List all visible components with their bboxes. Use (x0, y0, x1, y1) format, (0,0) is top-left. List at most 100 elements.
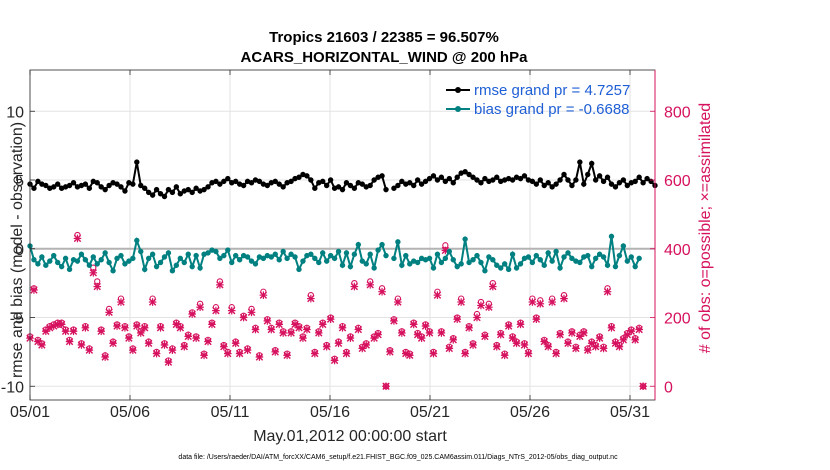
bias-point (434, 251, 441, 257)
rmse-point (288, 178, 294, 185)
rmse-point (596, 173, 603, 179)
bias-point (343, 250, 350, 256)
obs-assimilated-point (603, 287, 612, 296)
rmse-point (648, 178, 654, 185)
bias-point (82, 257, 89, 263)
obs-assimilated-point (445, 344, 454, 353)
obs-assimilated-point (212, 306, 220, 315)
bias-point (106, 259, 112, 266)
bias-point (375, 247, 381, 253)
bias-point (149, 251, 156, 257)
rmse-point (43, 182, 49, 189)
bias-point (252, 261, 259, 267)
rmse-point (149, 192, 156, 198)
rmse-point (620, 177, 627, 183)
bias-point (62, 255, 69, 262)
obs-assimilated-point (390, 317, 398, 325)
obs-assimilated-point (125, 334, 133, 342)
obs-assimilated-point (489, 282, 497, 291)
obs-assimilated-point (433, 291, 442, 299)
rmse-point (276, 181, 282, 187)
bias-point (335, 248, 342, 255)
rmse-point (335, 184, 342, 190)
bias-point (165, 250, 172, 256)
rmse-point (213, 178, 219, 185)
bias-point (347, 263, 354, 270)
bias-point (110, 268, 116, 274)
rmse-point (280, 184, 286, 190)
bias-point (604, 262, 611, 268)
rmse-point (624, 182, 631, 189)
rmse-point (636, 174, 642, 180)
bias-point (225, 247, 231, 253)
left-tick-label: 0 (15, 242, 24, 259)
bias-point (280, 248, 286, 255)
rmse-point (529, 178, 536, 185)
obs-assimilated-point (144, 339, 153, 348)
obs-assimilated-point (176, 324, 185, 332)
rmse-point (470, 174, 476, 180)
bias-point (450, 257, 456, 263)
obs-assimilated-point (220, 342, 228, 351)
bias-point (561, 254, 567, 260)
obs-assimilated-point (200, 351, 208, 360)
obs-assimilated-point (196, 303, 204, 311)
obs-assimilated-point (591, 342, 600, 351)
bias-point (292, 254, 298, 260)
obs-assimilated-point (208, 320, 216, 329)
rmse-point (517, 175, 524, 182)
rmse-point (549, 184, 555, 190)
rmse-point (399, 178, 405, 185)
y-axis-label-right: # of obs: o=possible; ×=assimilated (697, 103, 714, 353)
rmse-point (304, 173, 310, 179)
bias-point (596, 251, 603, 257)
obs-assimilated-point (271, 348, 280, 356)
obs-assimilated-point (481, 332, 489, 341)
x-tick-label: 05/16 (310, 404, 350, 421)
bias-point (320, 250, 326, 256)
rmse-point (592, 177, 599, 183)
obs-assimilated-point (216, 281, 224, 289)
obs-assimilated-point (311, 349, 319, 358)
obs-assimilated-point (188, 310, 196, 318)
bias-point (213, 248, 219, 255)
left-tick-label: 10 (6, 104, 24, 121)
obs-assimilated-point (556, 330, 564, 339)
rmse-point (426, 175, 433, 182)
data-file-footnote: data file: /Users/raeder/DAI/ATM_forcXX/… (178, 454, 618, 461)
obs-assimilated-point (129, 346, 137, 354)
bias-point (276, 257, 282, 263)
bias-point (94, 261, 100, 267)
bias-point (185, 251, 191, 257)
obs-assimilated-point (635, 325, 643, 334)
rmse-point (541, 182, 547, 189)
bias-point (244, 254, 251, 260)
legend: rmse grand pr = 4.7257 bias grand pr = -… (446, 82, 630, 118)
bias-point (134, 237, 140, 244)
rmse-point (312, 185, 318, 191)
rmse-point (98, 184, 104, 190)
rmse-point (106, 182, 112, 189)
rmse-point (561, 171, 567, 178)
obs-assimilated-point (61, 327, 70, 336)
bias-point (288, 251, 294, 257)
right-tick-label: 400 (664, 242, 691, 259)
rmse-point (138, 182, 144, 189)
rmse-point (450, 180, 456, 186)
rmse-point (94, 180, 100, 186)
bias-point (181, 259, 187, 266)
legend-bias-marker (455, 106, 461, 112)
obs-assimilated-point (192, 334, 200, 342)
rmse-point (240, 182, 247, 189)
obs-assimilated-point (398, 329, 406, 337)
bias-point (589, 263, 595, 270)
bias-point (217, 255, 223, 262)
rmse-point (581, 181, 587, 187)
rmse-point (557, 177, 563, 183)
bias-point (47, 258, 53, 264)
bias-point (205, 250, 211, 256)
obs-assimilated-point (425, 329, 434, 337)
bias-point (355, 241, 362, 248)
rmse-point (494, 174, 500, 180)
